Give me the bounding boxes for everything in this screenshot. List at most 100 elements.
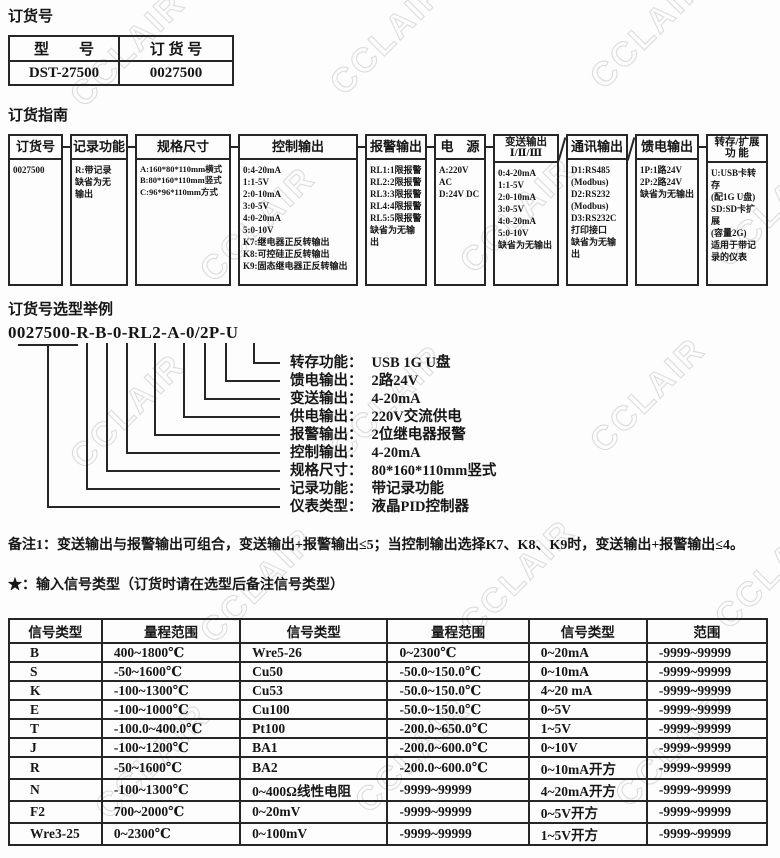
signal-type-header: 信号类型 — [8, 618, 103, 645]
input-signal-note: ★：输入信号类型（订货时请在选型后备注信号类型） — [8, 578, 344, 594]
guide-column-content: RL1:1限报警 RL2:2限报警 RL3:3限报警 RL4:4限报警 RL5:… — [370, 165, 422, 248]
connector-dash — [427, 134, 434, 286]
example-label-row: 转存功能： USB 1G U盘 — [290, 355, 450, 371]
guide-column-header: 通讯输出 — [568, 136, 626, 160]
connector-slash — [557, 134, 567, 286]
table-cell: -50.0~150.0℃ — [386, 661, 530, 683]
signal-type-header: 信号类型 — [527, 618, 648, 645]
table-cell: -100~1300℃ — [100, 778, 242, 803]
table-cell: R — [8, 756, 103, 781]
table-cell: 0~2300℃ — [386, 642, 530, 664]
table-cell: 0~10mA开方 — [527, 756, 648, 781]
table-cell: Cu53 — [239, 680, 389, 702]
table-row: J -100~1200℃ BA1 -200.0~600.0℃ 0~10V -9999~99… — [8, 737, 769, 759]
example-value: 带记录功能 — [371, 481, 445, 497]
table-cell: 0~5V开方 — [527, 800, 648, 825]
guide-column-header: 规格尺寸 — [137, 136, 229, 160]
section-title-guide: 订货指南 — [8, 108, 69, 124]
table-cell: -100~1000℃ — [100, 699, 242, 721]
example-label-row: 记录功能： 带记录功能 — [290, 481, 444, 497]
table-cell: 400~1800℃ — [100, 642, 242, 664]
table-cell: -9999~99999 — [645, 778, 769, 803]
table-cell: -50~1600℃ — [100, 661, 242, 683]
example-value: 80*160*110mm竖式 — [371, 463, 497, 479]
table-cell: B — [8, 642, 103, 664]
table-cell: Wre5-26 — [239, 642, 389, 664]
range-header: 量程范围 — [100, 618, 242, 645]
connector-dash — [63, 134, 70, 286]
table-cell: -200.0~600.0℃ — [386, 737, 530, 759]
guide-column-content: A:220V AC D:24V DC — [439, 165, 480, 200]
table-cell: -9999~99999 — [645, 718, 769, 740]
signal-table-header-row: 信号类型 量程范围 信号类型 量程范围 信号类型 范围 — [8, 618, 769, 645]
guide-column-transmit-output: 变送输出 Ⅰ/Ⅱ/Ⅲ 0:4-20mA 1:1-5V 2:0-10mA 3:0-… — [493, 134, 559, 286]
example-value: USB 1G U盘 — [371, 355, 451, 371]
example-label: 记录功能： — [290, 481, 363, 497]
table-row: B 400~1800℃ Wre5-26 0~2300℃ 0~20mA -9999~9999… — [8, 642, 769, 664]
guide-column-header: 馈电输出 — [637, 136, 697, 160]
example-label: 报警输出： — [290, 427, 363, 443]
table-cell: 0~10V — [527, 737, 648, 759]
example-connector-lines — [18, 343, 280, 508]
guide-column-content: 1P:1路24V 2P:2路24V 缺省为无输出 — [640, 165, 695, 200]
example-value: 2位继电器报警 — [371, 427, 466, 443]
guide-column-order-no: 订货号 0027500 — [8, 134, 63, 286]
example-value: 4-20mA — [371, 391, 421, 407]
table-cell: 0~2300℃ — [100, 822, 242, 847]
table-cell: BA2 — [239, 756, 389, 781]
example-value: 220V交流供电 — [371, 409, 462, 425]
signal-type-header: 信号类型 — [239, 618, 389, 645]
guide-column-alarm-output: 报警输出 RL1:1限报警 RL2:2限报警 RL3:3限报警 RL4:4限报警… — [365, 134, 427, 286]
model-number-table: 型 号 订 货 号 DST-27500 0027500 — [8, 35, 234, 86]
example-label: 转存功能： — [290, 355, 363, 371]
table-cell: 4~20mA开方 — [527, 778, 648, 803]
table-cell: T — [8, 718, 103, 740]
table-cell: 0~100mV — [239, 822, 389, 847]
guide-column-content: 0027500 — [13, 165, 45, 175]
table-cell: -9999~99999 — [645, 699, 769, 721]
table-cell: -9999~99999 — [645, 680, 769, 702]
table-cell: -50~1600℃ — [100, 756, 242, 781]
table-cell: Pt100 — [239, 718, 389, 740]
table-cell: -9999~99999 — [645, 800, 769, 825]
table-cell: J — [8, 737, 103, 759]
guide-column-header: 电 源 — [436, 136, 484, 160]
section-title-example: 订货号选型举例 — [8, 302, 114, 318]
table-cell: -9999~99999 — [645, 756, 769, 781]
example-label: 变送输出： — [290, 391, 363, 407]
table-cell: -100.0~400.0℃ — [100, 718, 242, 740]
table-cell: 0~20mA — [527, 642, 648, 664]
table-cell: -200.0~600.0℃ — [386, 756, 530, 781]
table-cell: -9999~99999 — [386, 800, 530, 825]
table-cell: 1~5V开方 — [527, 822, 648, 847]
table-row: S -50~1600℃ Cu50 -50.0~150.0℃ 0~10mA -9999~99… — [8, 661, 769, 683]
connector-dash — [231, 134, 238, 286]
table-cell: -200.0~650.0℃ — [386, 718, 530, 740]
table-cell: 700~2000℃ — [100, 800, 242, 825]
example-value: 2路24V — [371, 373, 419, 389]
section-title-order-no: 订货号 — [8, 9, 54, 25]
example-label: 控制输出： — [290, 445, 363, 461]
connector-dash — [128, 134, 135, 286]
table-row: N -100~1300℃ 0~400Ω线性电阻 -9999~99999 4~20mA开方… — [8, 778, 769, 803]
guide-column-content: R:带记录 缺省为无 输出 — [75, 165, 112, 200]
table-cell: -100~1300℃ — [100, 680, 242, 702]
guide-column-control-output: 控制输出 0:4-20mA 1:1-5V 2:0-10mA 3:0-5V 4:0… — [238, 134, 358, 286]
guide-column-power: 电 源 A:220V AC D:24V DC — [434, 134, 486, 286]
guide-column-header: 变送输出 Ⅰ/Ⅱ/Ⅲ — [495, 136, 557, 163]
table-cell: -9999~99999 — [386, 778, 530, 803]
table-row: R -50~1600℃ BA2 -200.0~600.0℃ 0~10mA开方 -9999~… — [8, 756, 769, 781]
table-cell: -9999~99999 — [386, 822, 530, 847]
guide-column-header: 订货号 — [10, 136, 61, 160]
example-value: 液晶PID控制器 — [371, 499, 469, 515]
table-cell: -9999~99999 — [645, 661, 769, 683]
connector-dash — [699, 134, 706, 286]
range-header: 量程范围 — [386, 618, 530, 645]
table-header-row: 型 号 订 货 号 — [8, 35, 234, 62]
table-cell: E — [8, 699, 103, 721]
guide-column-header: 记录功能 — [72, 136, 126, 160]
table-cell: -9999~99999 — [645, 737, 769, 759]
connector-dash — [486, 134, 493, 286]
table-cell: Cu50 — [239, 661, 389, 683]
